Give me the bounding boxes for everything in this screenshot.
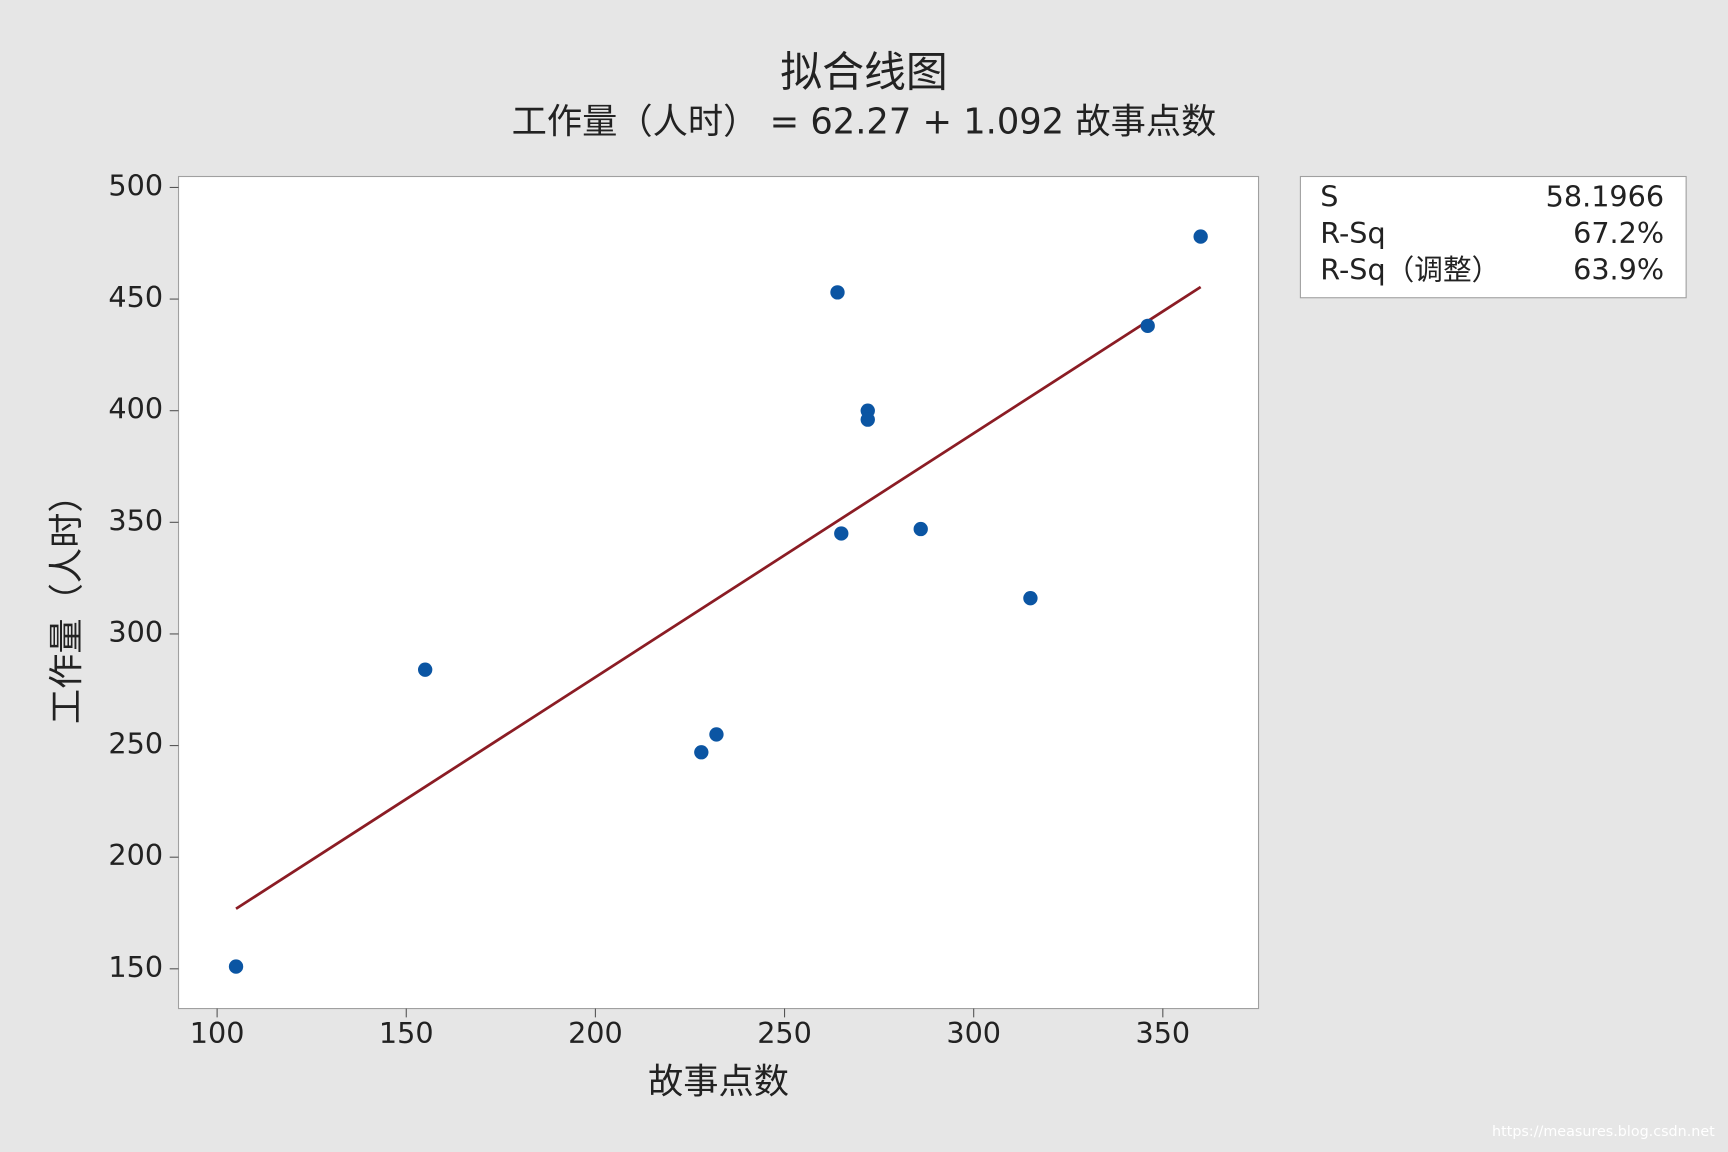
point [1023,591,1038,606]
y-tick-label: 400 [108,392,163,426]
y-axis-label: 工作量（人时） [46,477,87,724]
point [418,662,433,677]
y-tick-label: 500 [108,168,163,202]
point [1193,229,1208,244]
fit-line [235,285,1202,910]
plot-area [177,175,1260,1010]
y-tick-label: 350 [108,503,163,537]
x-tick-label: 150 [379,1016,434,1050]
stat-value: 67.2% [1573,216,1664,250]
y-tick-label: 300 [108,615,163,649]
stat-name: R-Sq [1320,216,1385,250]
x-tick-label: 350 [1135,1016,1190,1050]
point [834,526,849,541]
point [860,412,875,427]
x-tick-label: 300 [946,1016,1001,1050]
stat-value: 63.9% [1573,252,1664,286]
stat-value: 58.1966 [1546,180,1664,214]
x-tick-label: 250 [757,1016,812,1050]
y-tick-label: 200 [108,838,163,872]
watermark: https://measures.blog.csdn.net [1492,1124,1715,1140]
point [709,727,724,742]
x-axis-label: 故事点数 [648,1061,789,1102]
stats-box [1299,175,1687,299]
point [830,285,845,300]
stat-name: S [1320,180,1338,214]
y-tick-label: 450 [108,280,163,314]
chart-subtitle: 工作量（人时） = 62.27 + 1.092 故事点数 [512,102,1217,143]
x-tick-label: 200 [568,1016,623,1050]
stat-name: R-Sq（调整） [1320,252,1500,286]
point [913,521,928,537]
point [228,959,244,974]
chart-title: 拟合线图 [780,48,947,97]
y-tick-label: 250 [108,727,163,761]
point [694,745,709,760]
x-tick-label: 100 [190,1016,245,1050]
point [1140,318,1155,334]
y-tick-label: 150 [108,950,163,984]
